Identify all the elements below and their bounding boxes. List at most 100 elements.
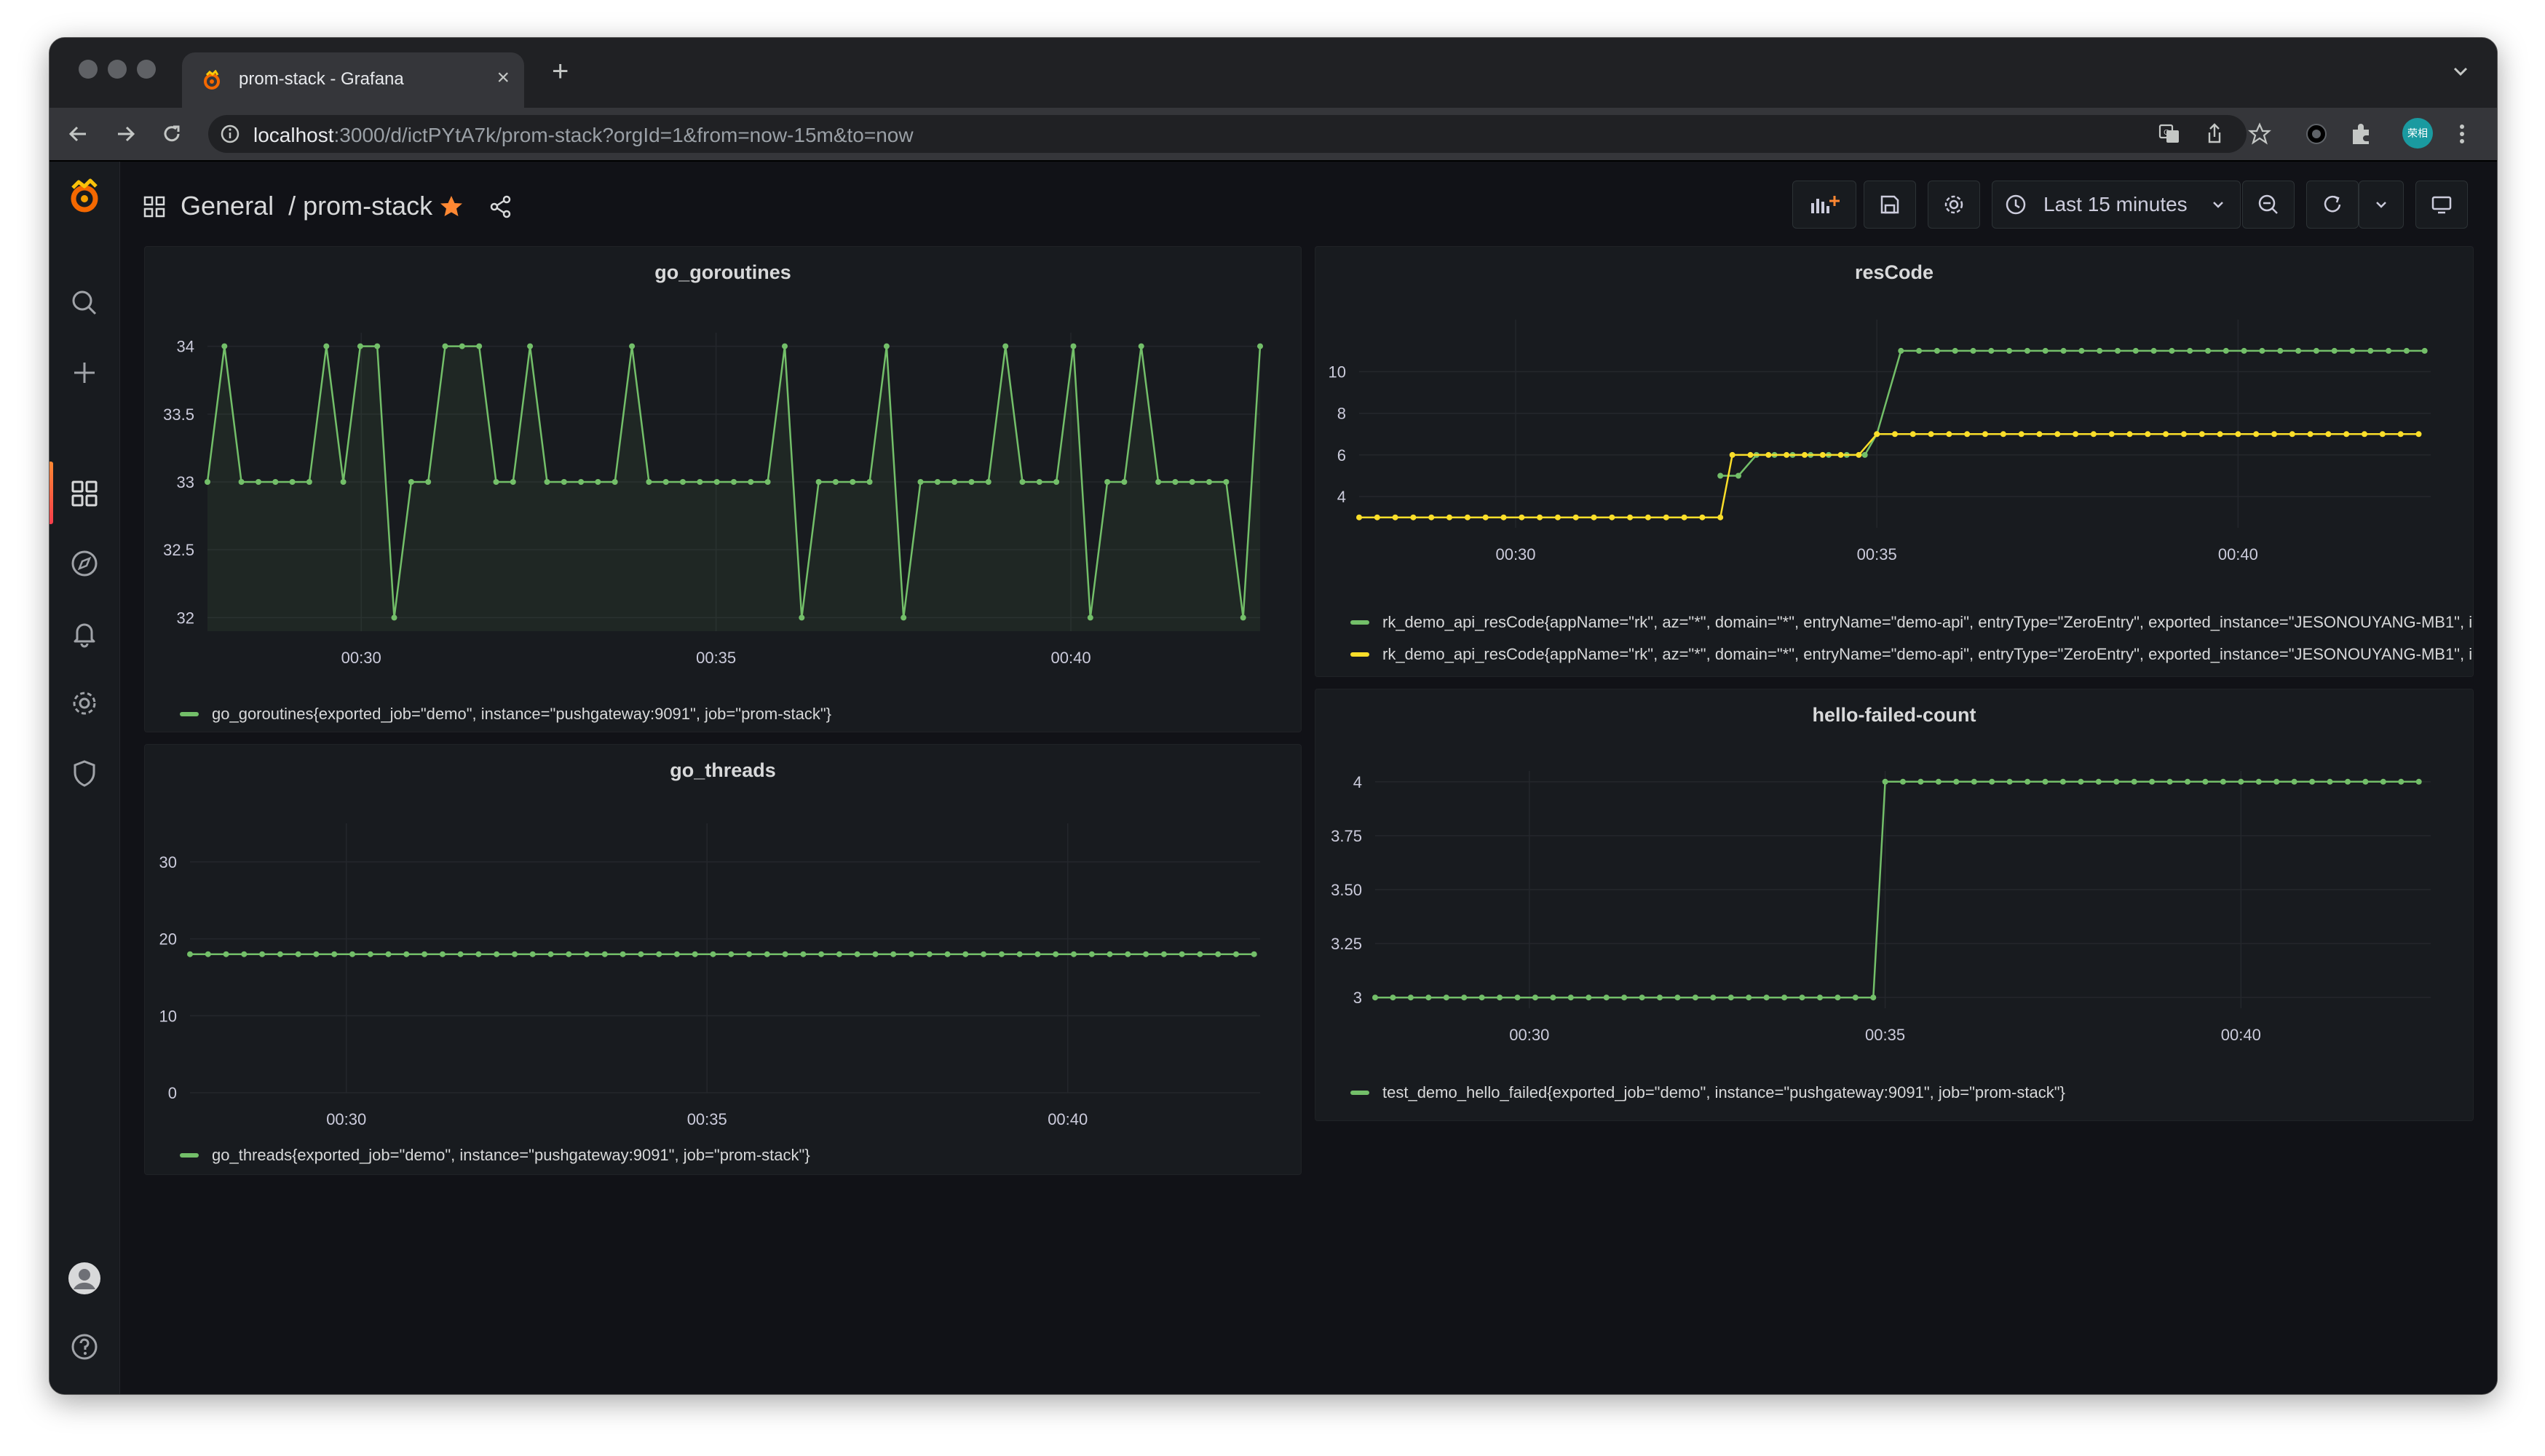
data-point [2185,778,2190,785]
data-point [1572,514,1579,521]
data-point [1223,479,1230,485]
close-window-button[interactable] [79,60,98,79]
zoom-out-button[interactable] [2242,181,2295,229]
data-point [2349,347,2356,354]
legend-item[interactable]: go_threads{exported_job="demo", instance… [180,1145,1294,1165]
bookmark-star-icon[interactable] [2247,121,2273,147]
data-point [2024,347,2030,354]
panel-go-threads[interactable]: go_threads 0 10 20 30 00:30 00:35 00:40 go_thr… [144,744,1302,1175]
y-tick-label: 8 [1337,405,1346,423]
data-point [1251,951,1257,957]
search-icon[interactable] [67,285,102,320]
series-area [207,346,1260,631]
gear-icon[interactable] [67,686,102,721]
data-point [493,479,499,485]
data-point [1717,472,1724,479]
data-point [561,479,567,485]
data-point [1970,347,1976,354]
legend-item[interactable]: go_goroutines{exported_job="demo", insta… [180,704,1294,724]
explore-icon[interactable] [67,546,102,581]
legend-item[interactable]: rk_demo_api_resCode{appName="rk", az="*"… [1350,644,2471,664]
extensions-puzzle-icon[interactable] [2346,118,2378,150]
reload-icon[interactable] [156,118,188,150]
breadcrumb-folder[interactable]: General [181,191,274,221]
browser-menu-icon[interactable] [2446,118,2478,150]
data-point [1870,994,1877,1001]
data-point [1681,514,1687,521]
data-point [909,951,914,957]
plus-icon[interactable] [67,355,102,390]
data-point [277,951,283,957]
dashboard-title[interactable]: prom-stack [303,191,433,221]
extension-record-icon[interactable] [2300,118,2332,150]
data-point [2379,431,2386,438]
panel-title[interactable]: hello-failed-count [1812,704,1976,726]
data-point [2115,347,2121,354]
bell-icon[interactable] [67,616,102,651]
data-point [2255,778,2262,785]
panel-title[interactable]: go_goroutines [654,261,791,283]
legend-label: test_demo_hello_failed{exported_job="dem… [1382,1083,2065,1102]
data-point [1627,514,1634,521]
grafana-favicon-icon [204,70,220,90]
x-tick-label: 00:40 [2218,545,2258,563]
refresh-interval-dropdown[interactable] [2359,181,2404,229]
x-tick-label: 00:35 [1865,1026,1905,1044]
legend-item[interactable]: rk_demo_api_resCode{appName="rk", az="*"… [1350,612,2471,632]
dashboard-settings-button[interactable] [1928,181,1980,229]
data-point [1143,951,1149,957]
address-bar[interactable]: localhost:3000/d/ictPYtA7k/prom-stack?or… [208,115,2271,153]
dashboards-icon[interactable] [67,476,102,511]
data-point [1621,994,1628,1001]
panel-hello-failed-count[interactable]: hello-failed-count 3 3.25 3.50 3.75 4 00:30 00… [1315,689,2474,1121]
avatar[interactable] [67,1261,102,1296]
chevron-down-icon[interactable] [2447,58,2474,84]
data-point [2307,431,2314,438]
data-point [2205,347,2211,354]
tab-grafana[interactable]: prom-stack - Grafana × [182,52,524,108]
translate-icon[interactable]: G [2156,121,2182,147]
data-point [459,343,465,349]
data-point [391,614,397,621]
save-dashboard-button[interactable] [1864,181,1916,229]
data-point [680,479,686,485]
star-icon[interactable] [437,192,466,221]
data-point [2259,347,2265,354]
add-panel-button[interactable] [1792,181,1856,229]
info-icon[interactable] [218,122,242,146]
panel-title[interactable]: go_threads [670,759,776,781]
time-range-picker[interactable]: Last 15 minutes [1992,181,2241,229]
data-point [2180,431,2187,438]
minimize-window-button[interactable] [108,60,127,79]
profile-avatar[interactable]: 荣相 [2402,118,2433,149]
panel-title[interactable]: resCode [1854,261,1934,283]
data-point [2327,778,2333,785]
data-point [1861,451,1868,458]
back-arrow-icon[interactable] [63,118,95,150]
data-point [2386,347,2392,354]
new-tab-button[interactable]: + [552,55,569,87]
data-point [2095,778,2102,785]
close-tab-icon[interactable]: × [496,66,510,90]
side-menu [50,162,120,1394]
share-icon[interactable] [486,192,515,221]
forward-arrow-icon[interactable] [109,118,141,150]
data-point [872,951,879,957]
data-point [1837,451,1844,458]
legend-item[interactable]: test_demo_hello_failed{exported_job="dem… [1350,1083,2471,1102]
shield-icon[interactable] [67,756,102,791]
data-point [764,479,771,485]
share-page-icon[interactable] [2201,121,2228,147]
panel-rescode[interactable]: resCode 4 6 8 10 00:30 00:35 00:40 rk_demo_api… [1315,246,2474,677]
grafana-logo-icon[interactable] [64,176,105,217]
panel-go-goroutines[interactable]: go_goroutines 32 32.5 33 33.5 34 00:30 00:35 00… [144,246,1302,732]
data-point [2060,347,2067,354]
refresh-button[interactable] [2306,181,2359,229]
data-point [728,951,735,957]
data-point [408,479,414,485]
x-tick-label: 00:30 [1509,1026,1549,1044]
help-icon[interactable] [67,1329,102,1364]
y-tick-label: 4 [1353,773,1362,791]
tv-mode-button[interactable] [2415,181,2468,229]
maximize-window-button[interactable] [137,60,156,79]
